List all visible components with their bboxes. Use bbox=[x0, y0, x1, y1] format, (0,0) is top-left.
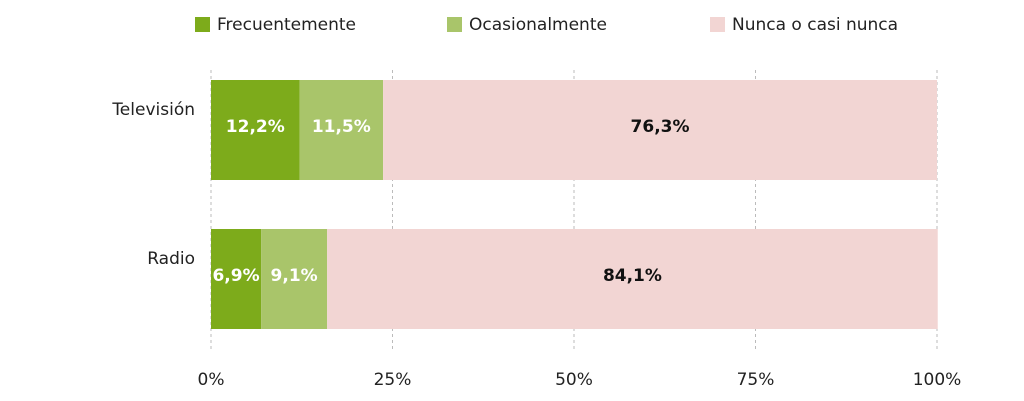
x-tick-label: 0% bbox=[198, 370, 225, 390]
x-tick-label: 50% bbox=[555, 370, 593, 390]
value-label: 9,1% bbox=[271, 266, 318, 286]
bar-segment bbox=[211, 80, 300, 180]
bar-segment bbox=[327, 229, 938, 329]
bar-segment bbox=[299, 80, 384, 180]
legend-swatch bbox=[195, 17, 210, 32]
legend-label: Frecuentemente bbox=[217, 15, 356, 35]
x-tick-label: 75% bbox=[737, 370, 775, 390]
value-label: 6,9% bbox=[212, 266, 259, 286]
legend-swatch bbox=[447, 17, 462, 32]
legend-label: Nunca o casi nunca bbox=[732, 15, 898, 35]
value-label: 11,5% bbox=[312, 117, 371, 137]
legend-label: Ocasionalmente bbox=[469, 15, 607, 35]
value-label: 12,2% bbox=[226, 117, 285, 137]
value-label: 76,3% bbox=[631, 117, 690, 137]
y-tick-label: Televisión bbox=[111, 100, 195, 120]
legend-swatch bbox=[710, 17, 725, 32]
bar-segment bbox=[383, 80, 937, 180]
bar-segment bbox=[211, 229, 262, 329]
y-tick-label: Radio bbox=[147, 249, 195, 269]
value-label: 84,1% bbox=[603, 266, 662, 286]
x-tick-label: 25% bbox=[374, 370, 412, 390]
bar-segment bbox=[261, 229, 328, 329]
x-tick-label: 100% bbox=[913, 370, 962, 390]
